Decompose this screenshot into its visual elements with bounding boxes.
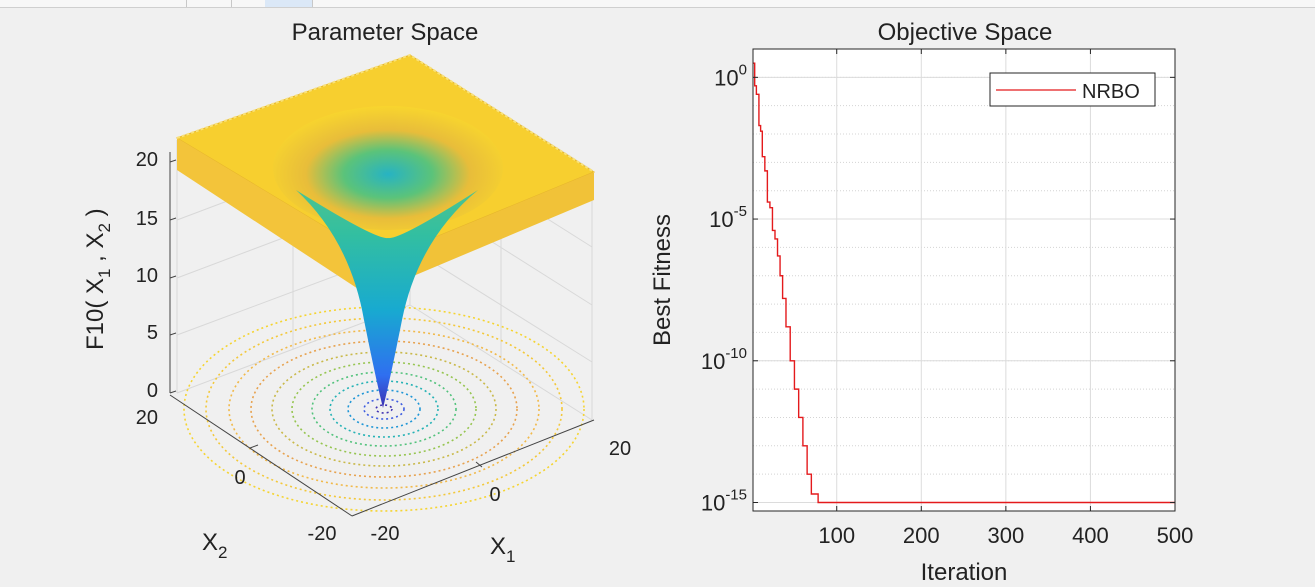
y-axis-label: Best Fitness bbox=[649, 214, 676, 346]
legend-entry: NRBO bbox=[1082, 81, 1140, 103]
y-axis-label: X2 bbox=[202, 529, 227, 562]
x-axis-label: X1 bbox=[490, 533, 515, 566]
x-tick-label: 0 bbox=[489, 484, 500, 506]
legend[interactable]: NRBO bbox=[989, 72, 1156, 107]
surface-plot: Parameter Space bbox=[82, 19, 631, 566]
z-tick-label: 5 bbox=[147, 322, 158, 344]
x-tick-label: 20 bbox=[609, 438, 631, 460]
x-tick-label: -20 bbox=[371, 523, 400, 545]
y-tick-label: 0 bbox=[234, 467, 245, 489]
z-tick-label: 15 bbox=[136, 208, 158, 230]
z-axis-line bbox=[169, 152, 177, 394]
z-axis-label: F10( X1 , X2 ) bbox=[82, 208, 114, 350]
z-tick-label: 10 bbox=[136, 265, 158, 287]
plot-area bbox=[753, 49, 1175, 511]
plot-border bbox=[752, 48, 1176, 512]
series-layer bbox=[753, 62, 1175, 504]
y-tick-label: -20 bbox=[308, 523, 337, 545]
toolbar-tab[interactable] bbox=[0, 0, 187, 7]
y-tick-label: 10-5 bbox=[709, 203, 747, 232]
z-axis-ticks: 0 5 10 15 20 bbox=[136, 149, 158, 402]
x-axis-label: Iteration bbox=[921, 559, 1008, 586]
x-tick-label: 300 bbox=[988, 523, 1025, 548]
y-tick-label: 20 bbox=[136, 407, 158, 429]
toolbar-tab[interactable] bbox=[187, 0, 232, 7]
toolbar-tab-active[interactable] bbox=[265, 0, 313, 7]
y-tick-label: 10-15 bbox=[701, 486, 747, 515]
x-tick-label: 400 bbox=[1072, 523, 1109, 548]
x-tick-label: 100 bbox=[818, 523, 855, 548]
x-tick-label: 200 bbox=[903, 523, 940, 548]
y-axis-ticks: 100 10-5 10-10 10-15 bbox=[701, 61, 1175, 515]
window-toolbar bbox=[0, 0, 1315, 8]
z-tick-label: 20 bbox=[136, 149, 158, 171]
axes-base-edges bbox=[169, 394, 595, 517]
chart-title: Objective Space bbox=[878, 19, 1053, 46]
chart-title: Parameter Space bbox=[292, 19, 479, 46]
x-axis-ticks: 100 200 300 400 500 bbox=[818, 49, 1193, 548]
line-plot: Objective Space 100 200 300 400 500 10010-51… bbox=[649, 19, 1193, 586]
x-tick-label: 500 bbox=[1157, 523, 1194, 548]
series-line-nrbo bbox=[753, 62, 1175, 504]
y-tick-label: 100 bbox=[714, 61, 747, 90]
y-tick-label: 10-10 bbox=[701, 345, 747, 374]
z-tick-label: 0 bbox=[147, 380, 158, 402]
surface-mesh bbox=[175, 53, 596, 408]
